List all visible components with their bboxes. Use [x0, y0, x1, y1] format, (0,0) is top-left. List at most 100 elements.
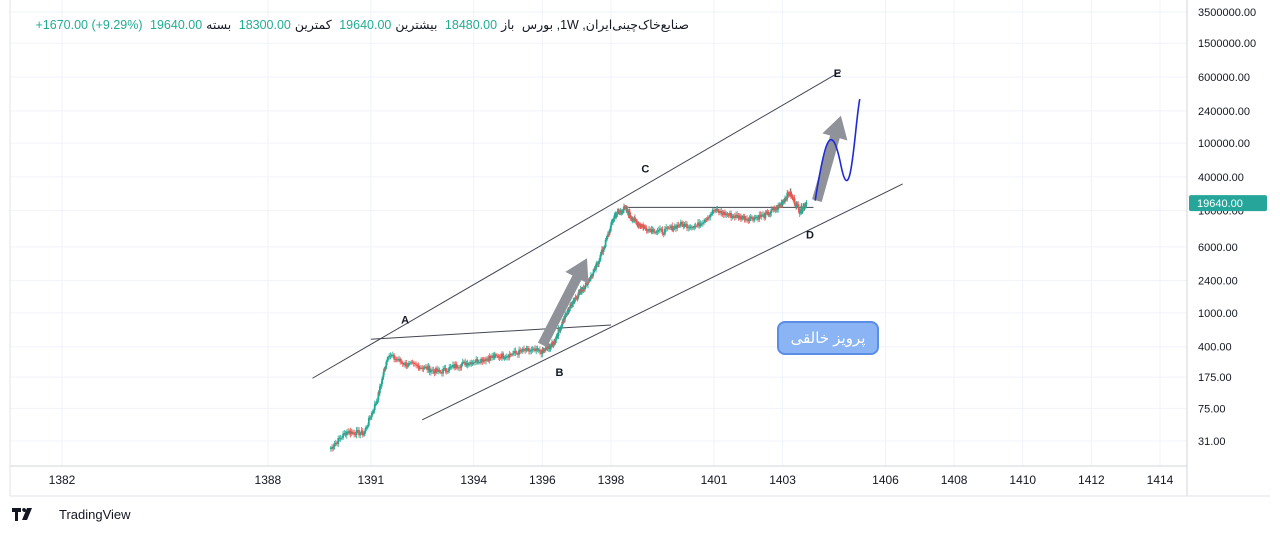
- candle-body: [724, 211, 726, 216]
- x-tick-label: 1408: [941, 473, 968, 487]
- candle-body: [716, 209, 719, 211]
- candle-body: [611, 221, 614, 223]
- candle-body: [642, 226, 645, 229]
- candle-body: [535, 348, 538, 351]
- candle-body: [620, 210, 622, 212]
- legend-close-label: بسته: [206, 18, 232, 32]
- candle-body: [791, 195, 794, 198]
- candle-body: [518, 349, 520, 355]
- candle-body: [551, 342, 553, 347]
- candle-body: [770, 209, 773, 213]
- candle-body: [698, 222, 701, 227]
- candle-body: [525, 347, 528, 351]
- candle-body: [628, 211, 631, 216]
- candle-body: [350, 431, 353, 435]
- candle-body: [459, 367, 462, 369]
- tradingview-footer[interactable]: TradingView: [12, 507, 131, 522]
- candle-body: [608, 230, 611, 235]
- candle-body: [431, 369, 433, 371]
- candle-body: [634, 219, 637, 222]
- candle-body: [507, 356, 509, 358]
- candle-body: [434, 368, 437, 374]
- candle-body: [766, 211, 769, 214]
- candle-body: [567, 310, 570, 313]
- candle-body: [536, 348, 539, 351]
- candle-body: [803, 206, 806, 209]
- candle-body: [361, 430, 364, 436]
- candle-body: [741, 217, 744, 220]
- candle-body: [530, 349, 533, 351]
- candle-body: [453, 364, 456, 369]
- tradingview-brand: TradingView: [59, 507, 131, 522]
- x-tick-label: 1412: [1078, 473, 1105, 487]
- candle-body: [371, 411, 374, 413]
- y-tick-label: 240000.00: [1198, 106, 1250, 118]
- candle-body: [394, 359, 397, 360]
- candle-body: [711, 209, 714, 215]
- candle-body: [503, 357, 506, 359]
- candle-body: [682, 224, 685, 227]
- candle-body: [793, 198, 796, 205]
- candle-body: [540, 351, 543, 355]
- x-tick-label: 1398: [598, 473, 625, 487]
- candle-body: [508, 354, 511, 358]
- candle-body: [646, 230, 649, 232]
- candle-body: [621, 212, 624, 213]
- candle-body: [645, 228, 648, 231]
- candle-body: [448, 367, 451, 371]
- candle-body: [677, 224, 680, 226]
- candle-body: [595, 264, 597, 270]
- candle-body: [660, 228, 663, 230]
- candle-body: [452, 364, 454, 367]
- candle-body: [382, 371, 385, 377]
- candle-body: [686, 223, 688, 229]
- candle-body: [769, 212, 772, 215]
- candle-body: [345, 431, 348, 436]
- candle-body: [777, 205, 780, 210]
- projection-arrow-2: [812, 115, 848, 203]
- candle-body: [795, 204, 798, 208]
- candle-body: [493, 354, 496, 358]
- candle-body: [372, 410, 375, 412]
- candle-body: [799, 212, 802, 214]
- candle-body: [425, 366, 427, 368]
- candle-body: [339, 438, 342, 440]
- candle-body: [572, 300, 575, 304]
- candle-body: [765, 212, 768, 214]
- candle-body: [416, 365, 419, 366]
- x-tick-label: 1382: [49, 473, 76, 487]
- candle-body: [571, 303, 574, 306]
- x-tick-label: 1391: [357, 473, 384, 487]
- candle-body: [687, 226, 690, 229]
- candle-body: [743, 216, 746, 221]
- candle-body: [534, 348, 536, 351]
- candle-body: [705, 219, 708, 221]
- y-tick-label: 6000.00: [1198, 242, 1238, 254]
- candle-body: [404, 362, 407, 365]
- candle-body: [381, 376, 384, 379]
- candle-body: [670, 225, 672, 229]
- y-tick-label: 1500000.00: [1198, 38, 1256, 50]
- candle-body: [458, 367, 460, 369]
- candle-body: [555, 336, 558, 340]
- candle-body: [659, 228, 661, 231]
- y-tick-label: 40000.00: [1198, 172, 1244, 184]
- candle-body: [442, 369, 445, 374]
- y-tick-label: 2400.00: [1198, 276, 1238, 288]
- candle-body: [732, 215, 735, 217]
- candle-body: [523, 348, 525, 350]
- candle-body: [570, 304, 572, 305]
- candle-body: [380, 384, 383, 386]
- candle-body: [768, 214, 771, 216]
- candle-body: [655, 231, 658, 233]
- projection-arrow-1: [537, 258, 589, 348]
- grid: [9, 0, 1270, 497]
- candle-body: [730, 213, 732, 218]
- candle-body: [423, 366, 426, 369]
- wave-label-e: E: [834, 68, 841, 80]
- y-tick-label: 100000.00: [1198, 138, 1250, 150]
- candle-body: [501, 353, 503, 359]
- candle-body: [471, 362, 474, 365]
- candle-body: [516, 353, 519, 355]
